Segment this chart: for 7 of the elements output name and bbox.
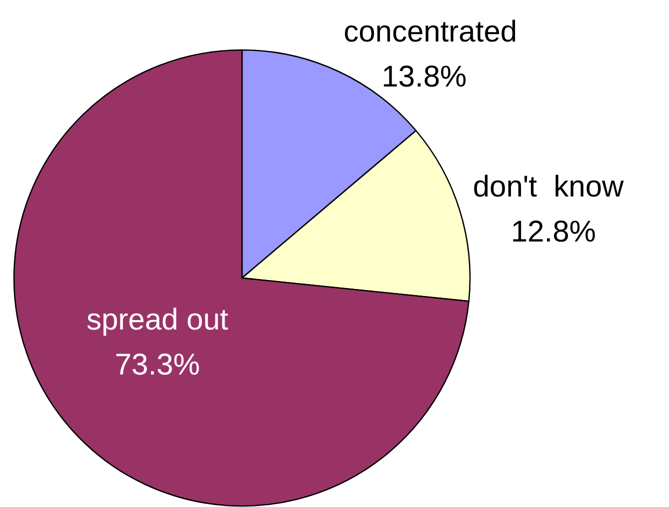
data-label: 13.8% (382, 60, 467, 94)
data-label: 12.8% (510, 216, 596, 249)
slice-label: concentrated (344, 16, 518, 49)
data-label: 73.3% (114, 348, 200, 382)
pie-slice (13, 49, 470, 506)
slice-label: don't know (472, 170, 624, 204)
slice-label: spread out (86, 303, 229, 336)
